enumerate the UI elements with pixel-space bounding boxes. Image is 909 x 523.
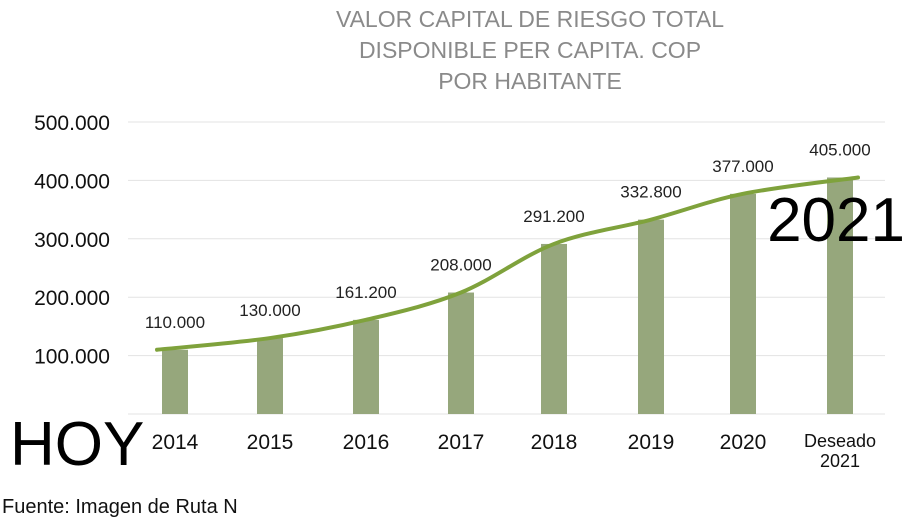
chart-title-line-1: VALOR CAPITAL DE RIESGO TOTAL	[335, 6, 725, 32]
bar	[257, 338, 283, 414]
year-annotation: 2021	[767, 186, 905, 255]
bar	[827, 177, 853, 414]
data-label: 130.000	[239, 301, 300, 320]
x-tick-label: 2021	[820, 451, 860, 471]
x-tick-label: 2020	[720, 431, 767, 454]
bar	[448, 292, 474, 414]
y-tick-label: 400.000	[34, 170, 110, 193]
x-tick-label: 2014	[152, 431, 199, 454]
data-label: 291.200	[523, 207, 584, 226]
today-annotation: HOY	[10, 410, 145, 479]
x-tick-label: 2018	[531, 431, 578, 454]
chart-title-line-3: POR HABITANTE	[438, 68, 622, 94]
bar	[541, 243, 567, 414]
x-tick-label: 2017	[438, 431, 485, 454]
bar	[638, 219, 664, 414]
chart-title-line-2: DISPONIBLE PER CAPITA. COP	[358, 37, 702, 63]
chart-title: VALOR CAPITAL DE RIESGO TOTAL DISPONIBLE…	[270, 4, 790, 97]
y-tick-label: 300.000	[34, 229, 110, 252]
y-tick-label: 100.000	[34, 346, 110, 369]
bar	[730, 193, 756, 414]
source-note: Fuente: Imagen de Ruta N	[2, 496, 238, 518]
data-label: 377.000	[712, 157, 773, 176]
data-label: 110.000	[145, 313, 205, 332]
x-tick-label: 2015	[247, 431, 294, 454]
x-tick-label: 2016	[343, 431, 390, 454]
bar	[162, 349, 188, 414]
bar	[353, 319, 379, 414]
data-label: 161.200	[335, 283, 396, 302]
x-tick-label: Deseado	[804, 431, 876, 451]
data-label: 405.000	[809, 140, 870, 159]
y-tick-label: 500.000	[34, 112, 110, 135]
data-label: 208.000	[430, 256, 491, 275]
trend-line	[155, 175, 860, 352]
y-tick-label: 200.000	[34, 287, 110, 310]
data-label: 332.800	[620, 183, 681, 202]
x-tick-label: 2019	[628, 431, 675, 454]
